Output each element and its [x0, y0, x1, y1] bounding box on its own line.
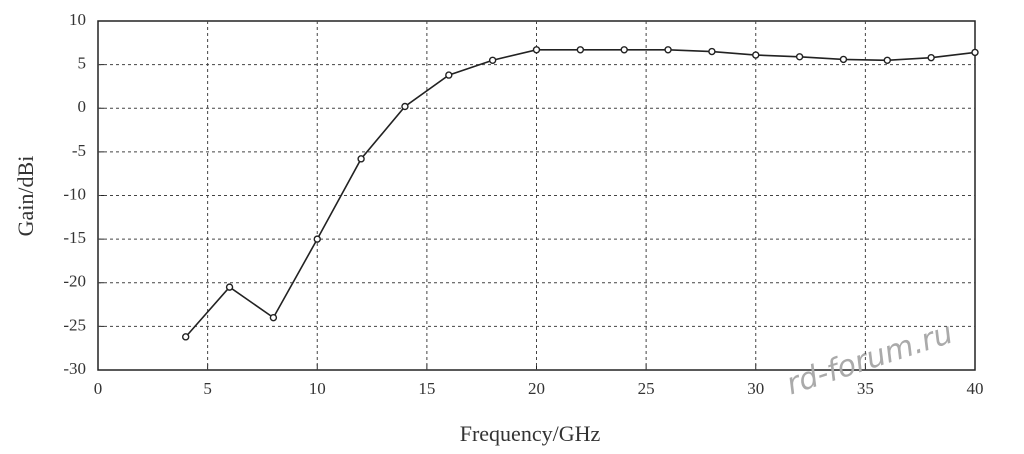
data-point: [664, 46, 672, 54]
y-tick-label: 10: [69, 10, 86, 29]
data-point: [445, 71, 453, 79]
data-point: [488, 56, 497, 64]
data-point: [313, 235, 321, 243]
y-tick-label: -30: [63, 359, 86, 378]
y-tick-label: 0: [78, 97, 87, 116]
x-tick-label: 35: [857, 379, 874, 398]
data-point: [839, 55, 848, 64]
x-tick-label: 10: [309, 379, 326, 398]
y-tick-label: -25: [63, 315, 86, 334]
x-axis-label: Frequency/GHz: [460, 421, 601, 446]
x-tick-label: 20: [528, 379, 545, 398]
data-point: [620, 46, 628, 54]
data-point: [576, 46, 585, 54]
data-point: [225, 283, 234, 291]
data-point: [708, 47, 716, 56]
x-tick-label: 0: [94, 379, 103, 398]
x-tick-label: 25: [638, 379, 655, 398]
x-tick-label: 40: [967, 379, 984, 398]
data-point: [181, 333, 190, 341]
data-point: [752, 51, 760, 59]
data-point: [357, 155, 365, 163]
y-tick-label: -5: [72, 141, 86, 160]
y-axis-label: Gain/dBi: [13, 156, 38, 237]
data-point: [269, 313, 278, 322]
data-point: [927, 53, 935, 62]
data-point: [883, 56, 891, 64]
y-tick-label: -20: [63, 272, 86, 291]
data-point: [401, 102, 409, 111]
y-tick-label: -10: [63, 184, 86, 203]
data-line: [185, 48, 976, 338]
x-tick-label: 30: [747, 379, 764, 398]
data-point: [532, 46, 541, 54]
y-tick-label: 5: [78, 54, 87, 73]
data-point: [795, 53, 804, 61]
y-tick-label: -15: [63, 228, 86, 247]
x-tick-label: 15: [418, 379, 435, 398]
data-point: [971, 48, 979, 57]
x-tick-label: 5: [203, 379, 212, 398]
